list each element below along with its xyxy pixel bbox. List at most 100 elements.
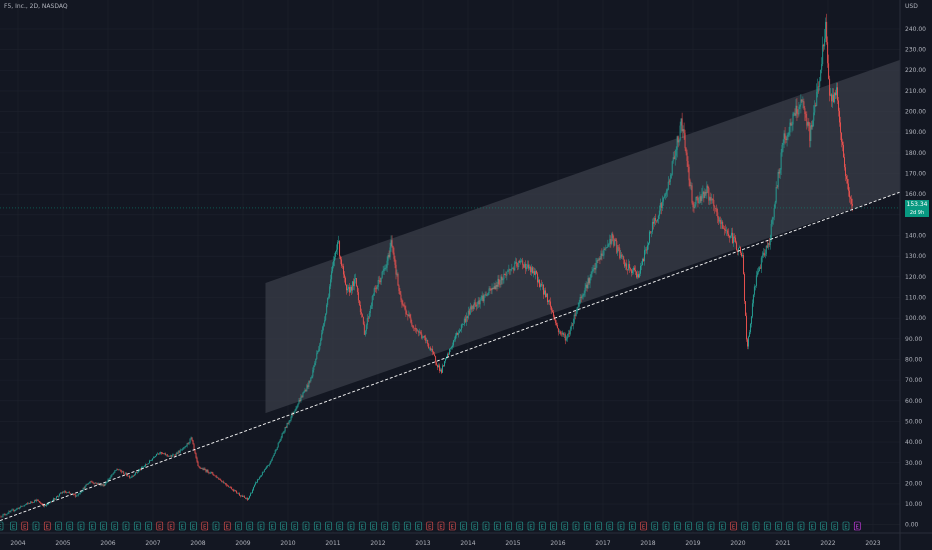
earnings-marker[interactable] [133, 521, 141, 531]
earnings-marker[interactable] [493, 521, 501, 531]
earnings-marker[interactable] [55, 521, 62, 531]
candle-body [664, 194, 666, 197]
earnings-marker[interactable] [550, 521, 557, 531]
candle-body [340, 256, 342, 260]
earnings-marker[interactable] [190, 521, 197, 531]
time-axis-tick: 2010 [280, 540, 295, 547]
earnings-marker[interactable] [516, 521, 524, 531]
earnings-marker[interactable] [662, 521, 670, 531]
earnings-marker[interactable] [606, 521, 614, 531]
earnings-marker[interactable] [145, 521, 152, 531]
earnings-marker[interactable] [640, 521, 647, 531]
earnings-marker[interactable] [426, 521, 434, 531]
earnings-marker[interactable] [448, 521, 456, 531]
candle-body [778, 171, 780, 174]
earnings-marker[interactable] [201, 521, 209, 531]
earnings-marker[interactable] [842, 521, 850, 531]
earnings-marker[interactable] [111, 521, 119, 531]
earnings-marker[interactable] [707, 521, 715, 531]
earnings-marker[interactable] [88, 521, 96, 531]
candle-body [328, 296, 330, 298]
earnings-marker[interactable] [538, 521, 546, 531]
earnings-marker[interactable] [786, 521, 794, 531]
candle-body [828, 63, 830, 79]
earnings-marker[interactable] [291, 521, 299, 531]
earnings-marker[interactable] [268, 521, 276, 531]
candle-body [494, 286, 496, 290]
candle-body [196, 457, 198, 462]
earnings-marker[interactable] [156, 521, 164, 531]
earnings-marker[interactable] [763, 521, 771, 531]
earnings-marker[interactable] [651, 521, 659, 531]
time-axis-tick: 2009 [235, 540, 250, 547]
earnings-marker[interactable] [223, 521, 231, 531]
earnings-marker[interactable] [21, 521, 29, 531]
earnings-marker-label: E [169, 525, 172, 531]
earnings-marker-label: E [833, 525, 836, 531]
earnings-marker[interactable] [381, 521, 389, 531]
earnings-marker[interactable] [403, 521, 411, 531]
earnings-marker[interactable] [246, 521, 254, 531]
earnings-marker[interactable] [32, 521, 40, 531]
earnings-marker[interactable] [302, 521, 310, 531]
earnings-marker[interactable] [741, 521, 749, 531]
earnings-marker[interactable] [336, 521, 344, 531]
earnings-marker-label: E [23, 525, 26, 531]
candle-body [3, 513, 5, 515]
earnings-marker[interactable] [370, 521, 377, 531]
earnings-marker[interactable] [673, 521, 681, 531]
earnings-marker[interactable] [212, 521, 220, 531]
earnings-marker[interactable] [0, 521, 4, 531]
earnings-marker[interactable] [820, 521, 827, 531]
earnings-marker[interactable] [685, 521, 692, 531]
earnings-marker[interactable] [527, 521, 535, 531]
candle-body [773, 208, 775, 218]
earnings-marker[interactable] [730, 521, 737, 531]
earnings-marker[interactable] [797, 521, 805, 531]
earnings-marker[interactable] [471, 521, 479, 531]
earnings-marker[interactable] [437, 521, 445, 531]
earnings-marker[interactable] [808, 521, 816, 531]
earnings-marker[interactable] [66, 521, 74, 531]
earnings-marker[interactable] [235, 521, 242, 531]
candle-body [733, 236, 735, 244]
earnings-marker[interactable] [313, 521, 321, 531]
earnings-marker[interactable] [561, 521, 569, 531]
candle-body [491, 288, 493, 291]
earnings-marker[interactable] [167, 521, 175, 531]
earnings-marker[interactable] [358, 521, 366, 531]
earnings-marker[interactable] [752, 521, 760, 531]
candle-body [408, 314, 410, 317]
earnings-marker[interactable] [77, 521, 85, 531]
earnings-marker[interactable] [617, 521, 625, 531]
earnings-marker[interactable] [696, 521, 704, 531]
earnings-marker[interactable] [178, 521, 186, 531]
earnings-marker[interactable] [775, 521, 782, 531]
earnings-marker[interactable] [10, 521, 17, 531]
earnings-marker[interactable] [595, 521, 602, 531]
earnings-marker[interactable] [392, 521, 400, 531]
earnings-marker[interactable] [43, 521, 51, 531]
earnings-marker[interactable] [583, 521, 591, 531]
earnings-marker[interactable] [853, 521, 861, 531]
earnings-marker[interactable] [831, 521, 839, 531]
earnings-marker[interactable] [415, 521, 422, 531]
channel-band[interactable] [265, 59, 901, 414]
earnings-marker[interactable] [100, 521, 107, 531]
time-axis-tick: 2023 [865, 540, 880, 547]
earnings-marker[interactable] [482, 521, 490, 531]
earnings-marker[interactable] [505, 521, 512, 531]
earnings-marker[interactable] [718, 521, 726, 531]
earnings-marker[interactable] [460, 521, 467, 531]
earnings-marker[interactable] [347, 521, 355, 531]
earnings-marker[interactable] [628, 521, 636, 531]
earnings-marker[interactable] [122, 521, 130, 531]
candle-body [800, 99, 802, 106]
earnings-marker[interactable] [572, 521, 580, 531]
earnings-marker[interactable] [280, 521, 287, 531]
candle-body [603, 248, 605, 256]
earnings-marker[interactable] [325, 521, 332, 531]
earnings-marker[interactable] [257, 521, 265, 531]
